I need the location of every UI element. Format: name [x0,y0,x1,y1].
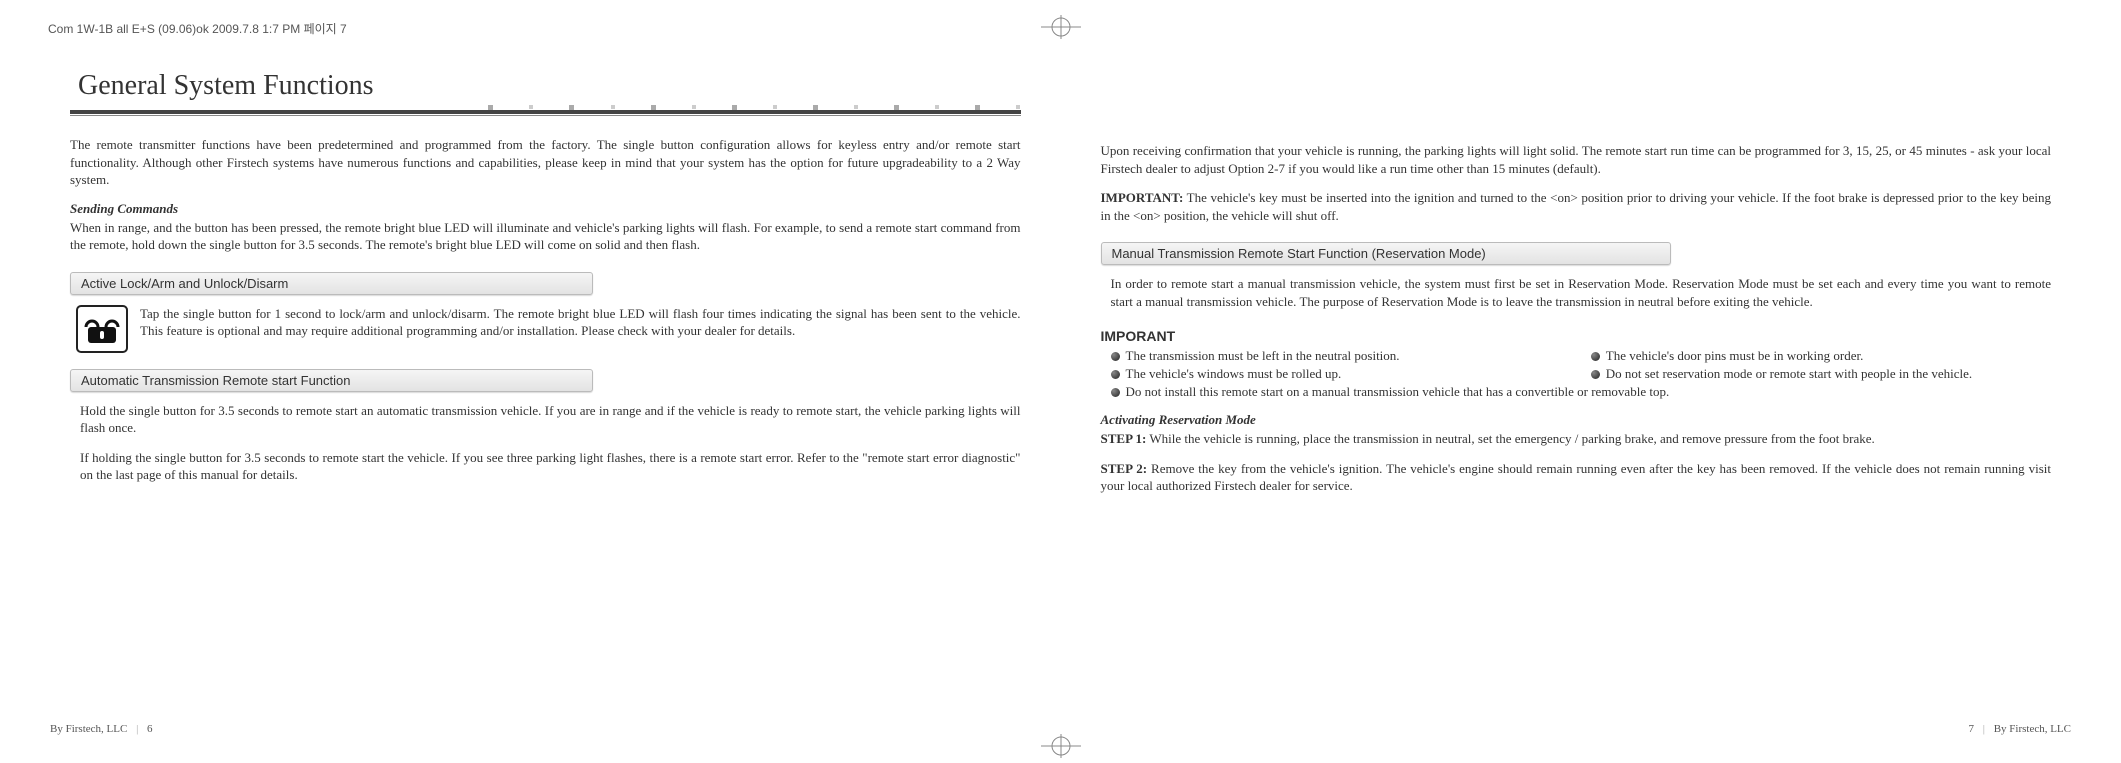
bullet-text: Do not install this remote start on a ma… [1126,384,1670,400]
lock-unlock-icon [76,305,128,353]
page-columns: General System Functions The remote tran… [70,70,2051,733]
bullet-grid: The transmission must be left in the neu… [1101,348,2052,400]
print-header-strip: Com 1W-1B all E+S (09.06)ok 2009.7.8 1:7… [48,20,347,37]
bullet-dot-icon [1111,388,1120,397]
step-1-body: While the vehicle is running, place the … [1146,431,1874,446]
title-underline [70,104,1021,118]
bullet-item: Do not install this remote start on a ma… [1111,384,2052,400]
footer-left: By Firstech, LLC | 6 [50,723,153,735]
sending-commands-heading: Sending Commands [70,201,1021,217]
manual-paragraph-1: In order to remote start a manual transm… [1111,275,2052,310]
important-body: The vehicle's key must be inserted into … [1101,190,2052,223]
bullet-dot-icon [1111,352,1120,361]
right-column: Upon receiving confirmation that your ve… [1101,70,2052,733]
important-note: IMPORTANT: The vehicle's key must be ins… [1101,189,2052,224]
section-bar-active-lock: Active Lock/Arm and Unlock/Disarm [70,272,593,295]
bullet-text: The transmission must be left in the neu… [1126,348,1400,364]
bullet-item: Do not set reservation mode or remote st… [1591,366,2051,382]
page-title: General System Functions [70,70,1021,102]
step-1: STEP 1: While the vehicle is running, pl… [1101,430,2052,448]
bullet-dot-icon [1591,370,1600,379]
bullet-dot-icon [1111,370,1120,379]
bullet-text: The vehicle's door pins must be in worki… [1606,348,1864,364]
activating-heading: Activating Reservation Mode [1101,412,2052,428]
section-bar-manual-transmission: Manual Transmission Remote Start Functio… [1101,242,1671,265]
footer-by: By Firstech, LLC [50,723,127,735]
bullet-item: The vehicle's windows must be rolled up. [1111,366,1571,382]
bullet-item: The vehicle's door pins must be in worki… [1591,348,2051,364]
lock-description: Tap the single button for 1 second to lo… [140,305,1021,353]
separator-icon: | [136,723,138,735]
footer-page-left: 6 [147,723,153,735]
step-2: STEP 2: Remove the key from the vehicle'… [1101,460,2052,495]
intro-paragraph: The remote transmitter functions have be… [70,136,1021,189]
step-2-body: Remove the key from the vehicle's igniti… [1101,461,2052,494]
auto-paragraph-2: If holding the single button for 3.5 sec… [80,449,1021,484]
footer-right: 7 | By Firstech, LLC [1968,723,2071,735]
imporant-heading: IMPORANT [1101,328,2052,344]
step-2-label: STEP 2: [1101,461,1148,476]
auto-paragraph-1: Hold the single button for 3.5 seconds t… [80,402,1021,437]
crop-mark-bottom-icon [1041,734,1081,758]
step-1-label: STEP 1: [1101,431,1147,446]
important-label: IMPORTANT: [1101,190,1184,205]
footer-page-right: 7 [1968,723,1974,735]
left-column: General System Functions The remote tran… [70,70,1021,733]
bullet-dot-icon [1591,352,1600,361]
sending-commands-body: When in range, and the button has been p… [70,219,1021,254]
right-paragraph-1: Upon receiving confirmation that your ve… [1101,142,2052,177]
footer-by: By Firstech, LLC [1994,723,2071,735]
lock-row: Tap the single button for 1 second to lo… [70,305,1021,353]
bullet-item: The transmission must be left in the neu… [1111,348,1571,364]
crop-mark-top-icon [1041,15,1081,39]
bullet-text: The vehicle's windows must be rolled up. [1126,366,1342,382]
section-bar-auto-transmission: Automatic Transmission Remote start Func… [70,369,593,392]
separator-icon: | [1983,723,1985,735]
bullet-text: Do not set reservation mode or remote st… [1606,366,1972,382]
